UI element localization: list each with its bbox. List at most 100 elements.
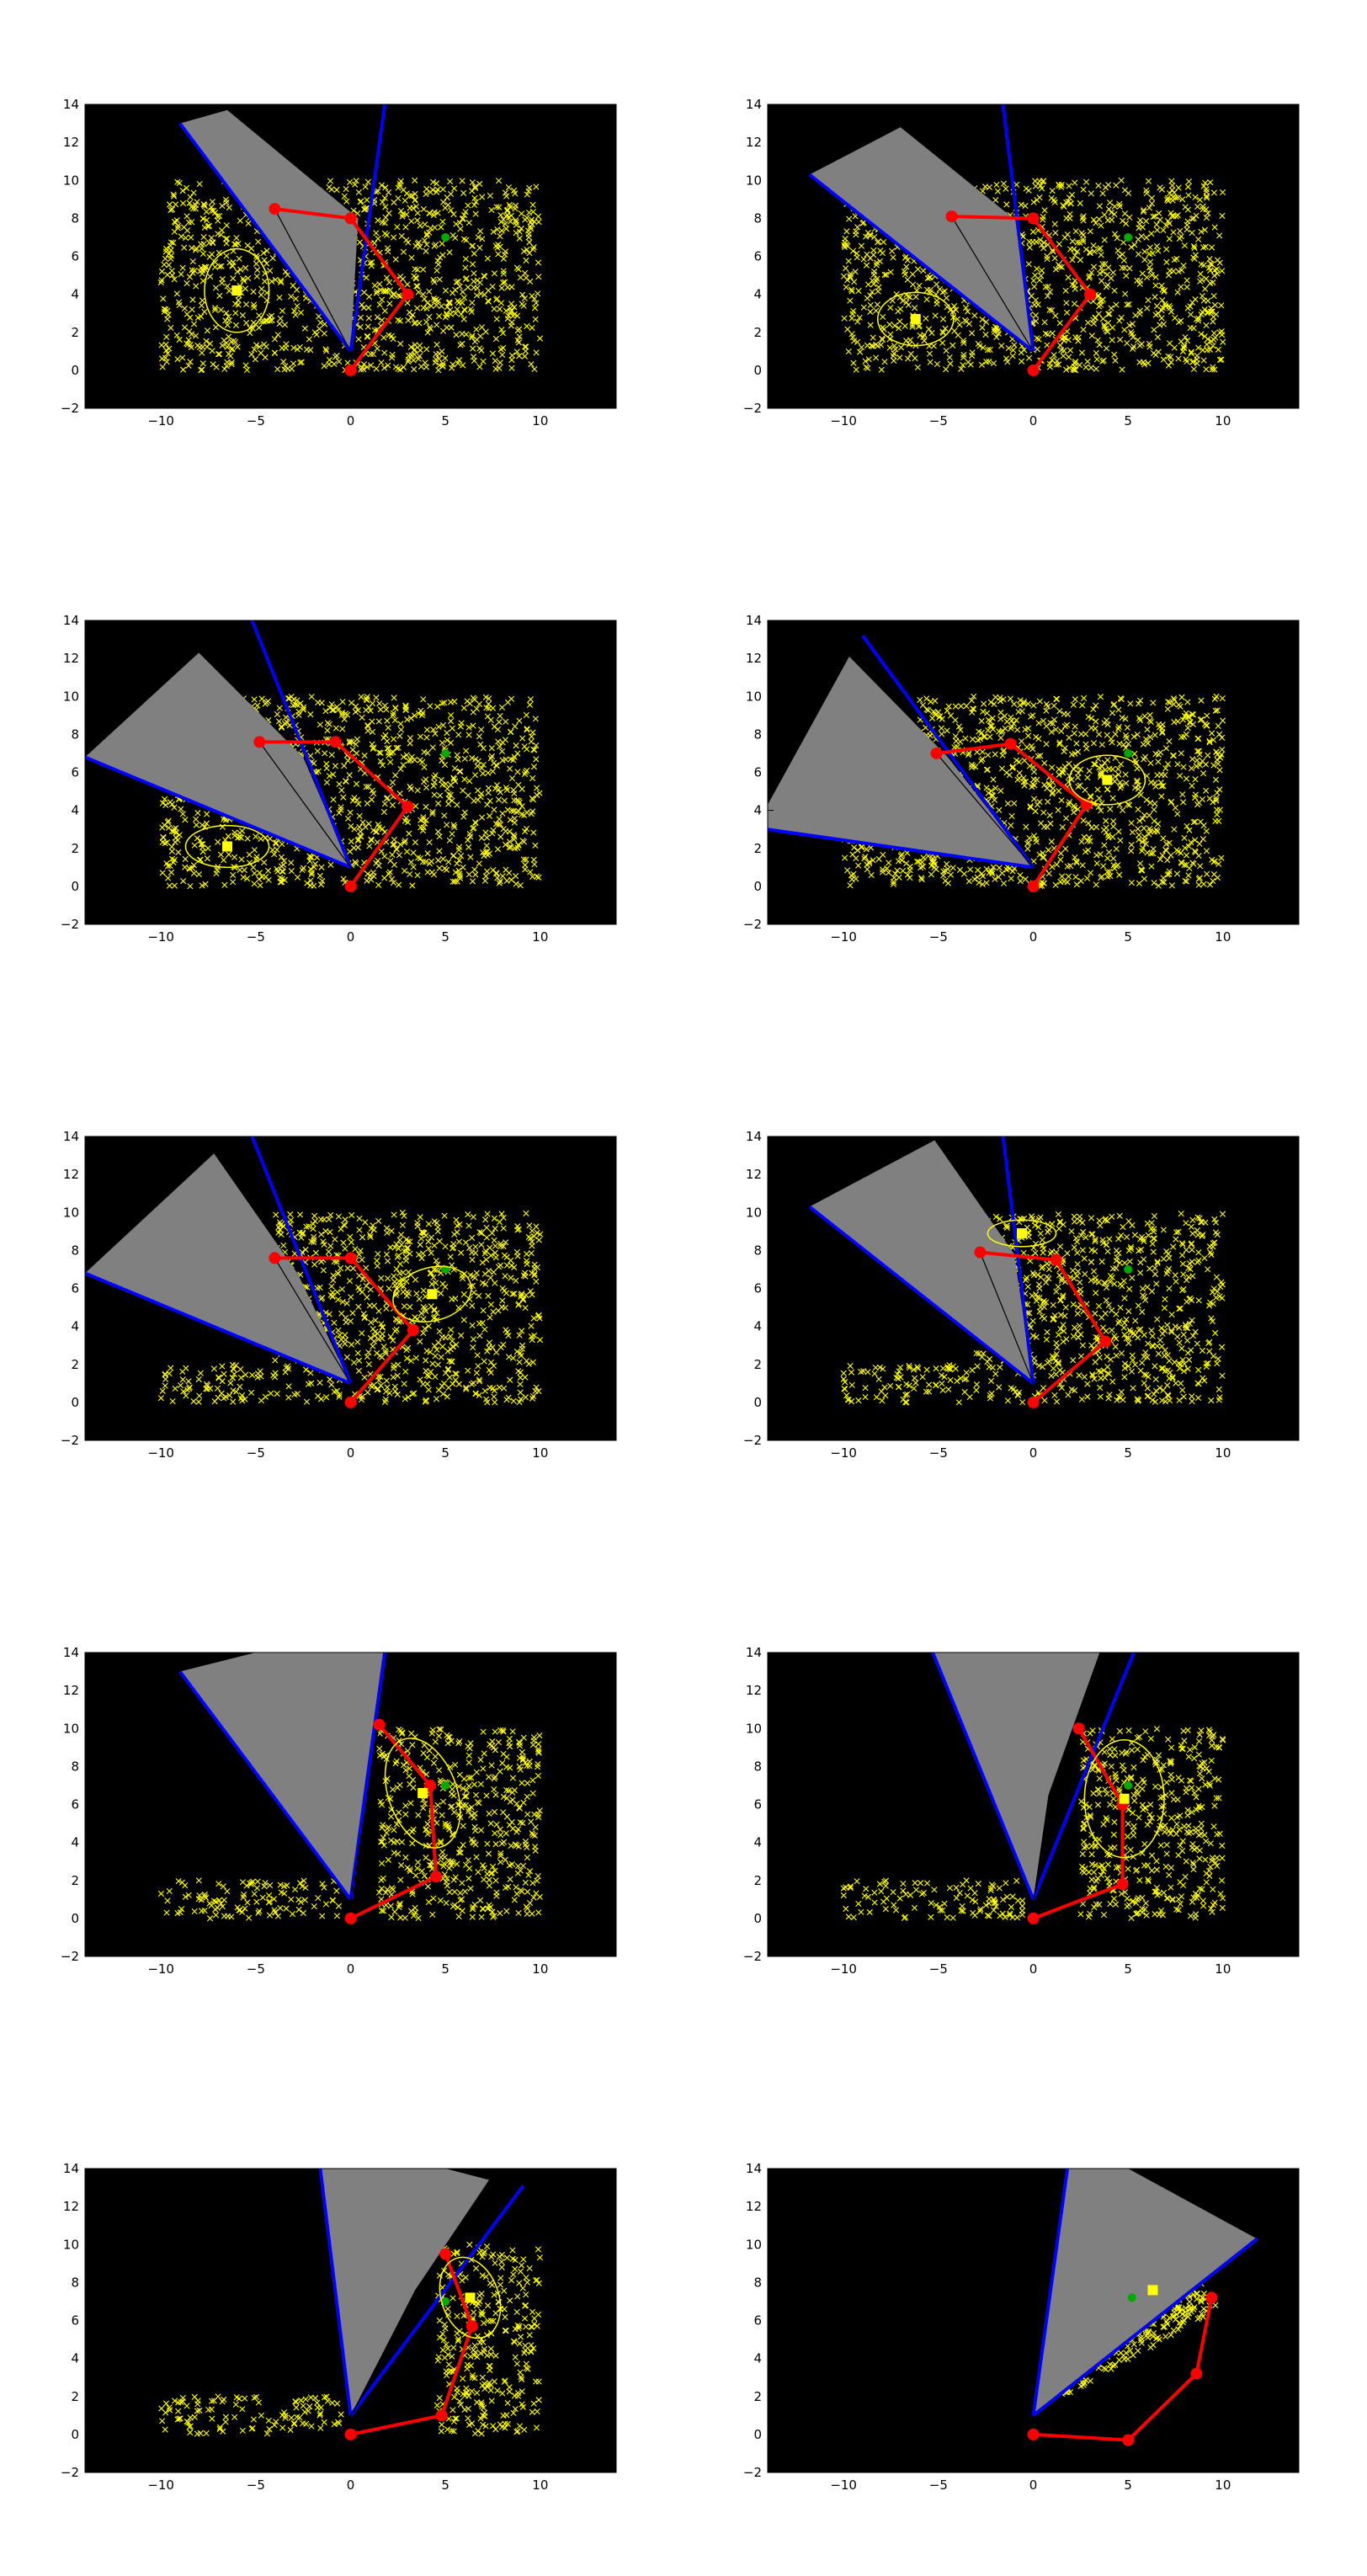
particle: [497, 232, 503, 240]
particle: [488, 206, 495, 214]
particle: [508, 212, 515, 219]
particle: [965, 359, 971, 365]
particle: [1016, 769, 1023, 776]
particle: [403, 752, 410, 758]
particle: [1049, 356, 1056, 364]
particle: [397, 207, 405, 215]
particle: [395, 744, 402, 751]
particle: [1112, 773, 1119, 780]
particle: [1166, 870, 1173, 877]
particle: [211, 306, 219, 313]
particle: [1085, 713, 1092, 721]
particle: [928, 698, 934, 705]
particle: [1135, 785, 1141, 792]
particle: [184, 213, 190, 220]
particle: [1052, 881, 1059, 888]
particle: [226, 205, 232, 211]
particle: [465, 284, 471, 290]
particle: [494, 295, 501, 302]
particle: [1190, 819, 1197, 826]
particle: [535, 874, 542, 881]
particle: [516, 799, 523, 806]
particle: [874, 275, 880, 282]
particle: [939, 339, 946, 346]
particle: [480, 770, 487, 777]
particle: [510, 1355, 517, 1361]
particle: [518, 225, 524, 232]
particle: [1146, 825, 1153, 833]
particle: [1147, 799, 1154, 806]
particle: [353, 703, 359, 710]
particle: [1026, 763, 1033, 769]
particle: [1128, 820, 1135, 827]
particle: [1210, 871, 1217, 878]
particle: [1083, 875, 1091, 881]
particle: [404, 716, 411, 723]
particle: [1058, 797, 1065, 804]
particle: [496, 880, 503, 886]
particle: [374, 345, 380, 352]
particle: [294, 302, 301, 310]
particle: [1110, 823, 1117, 830]
particle: [886, 321, 893, 328]
particle: [193, 816, 199, 822]
particle: [1087, 838, 1093, 844]
particle: [461, 809, 468, 816]
particle: [1065, 779, 1072, 785]
particle: [400, 753, 407, 760]
particle: [185, 1378, 192, 1385]
particle: [1210, 737, 1217, 743]
particle: [860, 304, 867, 311]
particle: [1210, 279, 1216, 286]
particle: [987, 733, 993, 740]
particle: [186, 327, 193, 335]
particle: [391, 861, 398, 868]
particle: [1164, 196, 1171, 204]
particle: [1159, 729, 1166, 737]
particle: [1141, 837, 1148, 844]
particle: [412, 319, 419, 326]
particle: [1056, 241, 1062, 247]
particle: [870, 857, 876, 864]
particle: [531, 747, 538, 753]
particle: [1180, 262, 1187, 269]
particle: [529, 796, 536, 803]
particle: [454, 878, 460, 885]
particle: [1024, 845, 1031, 852]
particle: [460, 864, 466, 870]
particle: [455, 299, 462, 306]
particle: [412, 342, 418, 349]
particle: [1000, 180, 1007, 187]
particle: [405, 359, 412, 365]
particle: [396, 790, 403, 797]
particle: [471, 201, 478, 208]
particle: [488, 753, 495, 759]
particle: [417, 855, 423, 862]
particle: [386, 210, 392, 216]
particle: [1056, 708, 1063, 715]
particle: [343, 185, 349, 193]
particle: [1010, 347, 1017, 354]
particle: [472, 819, 479, 826]
particle: [1040, 245, 1047, 252]
y-tick-label: 12: [63, 135, 79, 150]
particle: [381, 801, 388, 807]
particle: [251, 346, 258, 353]
particle: [168, 206, 174, 214]
particle: [949, 865, 956, 871]
particle: [1194, 757, 1200, 764]
particle: [902, 322, 908, 329]
particle: [858, 242, 864, 249]
particle: [416, 1296, 423, 1302]
particle: [1109, 710, 1116, 716]
particle: [324, 727, 331, 734]
particle: [416, 353, 423, 359]
particle: [435, 800, 442, 807]
particle: [158, 342, 165, 349]
particle: [904, 276, 911, 283]
particle: [909, 271, 916, 278]
plot-content: [85, 620, 543, 892]
particle: [472, 199, 480, 205]
particle: [215, 351, 222, 358]
particle: [1071, 246, 1077, 253]
